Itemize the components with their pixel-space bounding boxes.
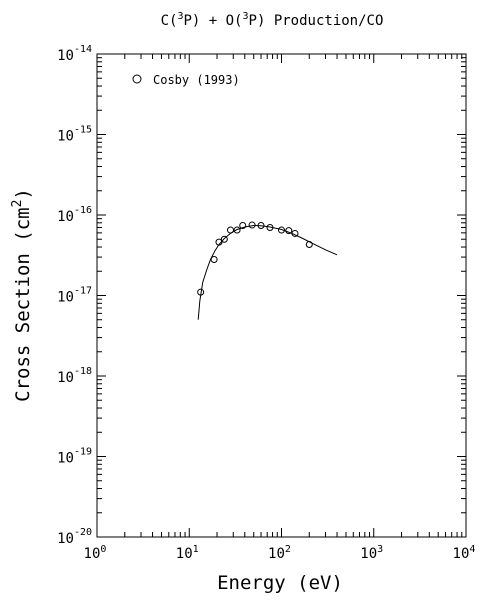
x-tick-label: 103 — [360, 544, 383, 562]
data-point — [220, 235, 228, 243]
x-tick-label: 100 — [84, 544, 107, 562]
data-point — [197, 288, 205, 296]
data-point — [266, 223, 274, 231]
y-tick-label: 10-20 — [57, 527, 92, 547]
legend: Cosby (1993) — [132, 73, 240, 87]
data-point — [233, 226, 241, 234]
data-point — [305, 241, 313, 249]
x-tick-label: 104 — [453, 544, 476, 562]
data-point — [239, 222, 247, 230]
axis-ticks — [96, 53, 467, 538]
data-point — [278, 226, 285, 234]
x-tick-label: 102 — [268, 544, 291, 562]
x-tick-labels: 100 101 102 103 104 — [84, 544, 476, 562]
x-axis-label: Energy (eV) — [217, 572, 343, 594]
y-tick-label: 10-19 — [57, 447, 92, 467]
data-points — [197, 221, 313, 296]
data-point — [291, 229, 299, 237]
y-tick-label: 10-16 — [57, 205, 92, 225]
legend-marker — [132, 74, 142, 84]
plot-frame — [96, 53, 467, 538]
y-tick-labels: 10-14 10-15 10-16 10-17 10-18 10-19 10-20 — [57, 44, 92, 547]
legend-label: Cosby (1993) — [153, 73, 240, 87]
y-tick-label: 10-18 — [57, 366, 92, 386]
data-point — [248, 221, 256, 229]
data-point — [285, 227, 293, 235]
x-tick-label: 101 — [176, 544, 199, 562]
y-tick-label: 10-14 — [57, 44, 92, 64]
y-tick-label: 10-17 — [57, 286, 92, 306]
chart-title: C(3P) + O(3P) Production/CO — [161, 11, 384, 29]
data-point — [227, 226, 235, 234]
y-tick-label: 10-15 — [57, 125, 92, 145]
y-axis-label: Cross Section (cm2) — [10, 188, 34, 402]
data-point — [210, 256, 218, 264]
data-point — [257, 222, 265, 230]
data-point — [215, 238, 223, 246]
